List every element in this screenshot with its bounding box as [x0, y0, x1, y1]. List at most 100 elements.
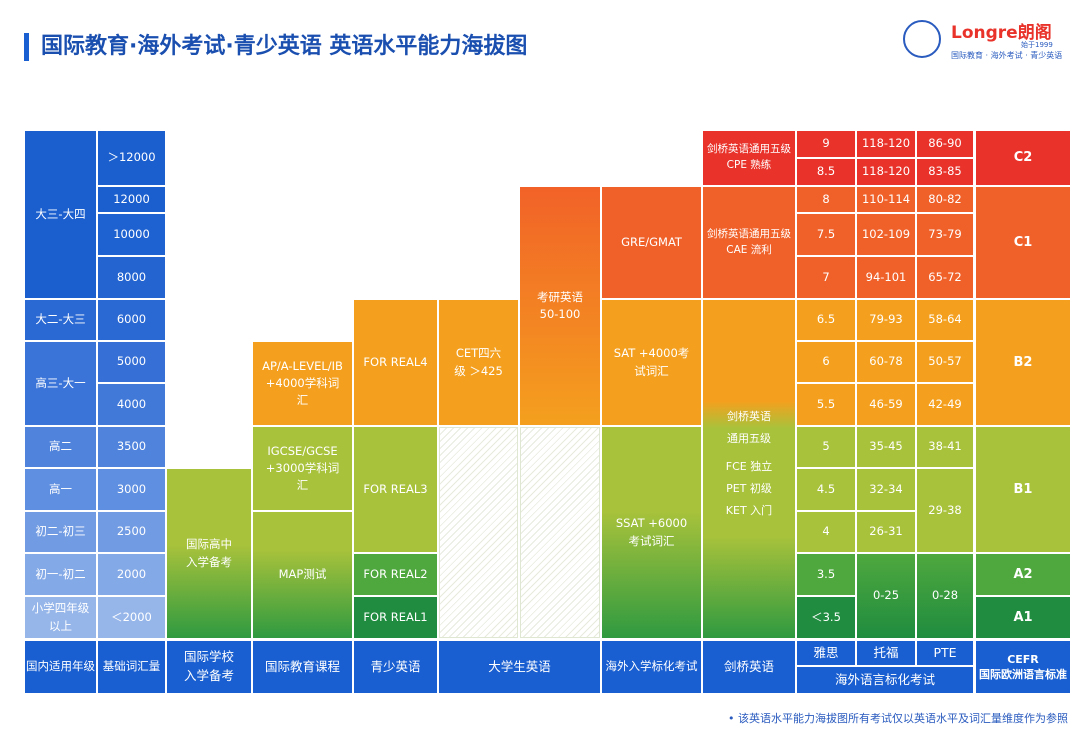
youth-cell: FOR REAL2 [354, 554, 437, 595]
vocab-cell: 6000 [98, 300, 165, 340]
kaoyan-cell: 考研英语 50-100 [520, 187, 600, 425]
ielts-cell: 3.5 [797, 554, 855, 595]
ielts-cell: 8 [797, 187, 855, 212]
toefl-cell: 110-114 [857, 187, 915, 212]
logo: Longre朗阁 始于1999 国际教育 · 海外考试 · 青少英语 [903, 18, 1073, 63]
footer-pte: PTE [917, 641, 973, 665]
cet-cell: CET四六级 ＞425 [439, 300, 518, 425]
footer-vocab: 基础词汇量 [98, 641, 165, 693]
grade-cell: 高一 [25, 469, 96, 510]
vocab-cell: ＞12000 [98, 131, 165, 185]
toefl-cell: 35-45 [857, 427, 915, 467]
pte-cell: 38-41 [917, 427, 973, 467]
ielts-cell: 6 [797, 342, 855, 382]
footer-overseas: 海外入学标化考试 [602, 641, 701, 693]
footer-lang-tests: 海外语言标化考试 [797, 667, 973, 693]
footer-ielts: 雅思 [797, 641, 855, 665]
vocab-cell: 5000 [98, 342, 165, 382]
hatched-area [439, 427, 518, 638]
pte-cell: 83-85 [917, 159, 973, 185]
vocab-cell: 2000 [98, 554, 165, 595]
overseas-cell: SAT +4000考试词汇 [602, 300, 701, 425]
footer-cefr-sub: 国际欧洲语言标准 [979, 668, 1067, 681]
vocab-cell: 12000 [98, 187, 165, 212]
intl-course-cell: AP/A-LEVEL/IB +4000学科词汇 [253, 342, 352, 425]
cefr-cell: B2 [976, 300, 1070, 425]
cae-cell: 剑桥英语通用五级 CAE 流利 [703, 187, 795, 298]
vocab-cell: ＜2000 [98, 597, 165, 638]
vocab-cell: 2500 [98, 512, 165, 552]
footer-youth: 青少英语 [354, 641, 437, 693]
pte-cell: 29-38 [917, 469, 973, 552]
cpe-cell: 剑桥英语通用五级 CPE 熟练 [703, 131, 795, 185]
footer-intl-school: 国际学校入学备考 [167, 641, 251, 693]
pte-cell: 42-49 [917, 384, 973, 425]
logo-since: 始于1999 [1021, 41, 1053, 49]
vocab-cell: 3000 [98, 469, 165, 510]
toefl-cell: 118-120 [857, 159, 915, 185]
toefl-cell: 26-31 [857, 512, 915, 552]
toefl-cell: 0-25 [857, 554, 915, 638]
intl-course-cell: IGCSE/GCSE +3000学科词汇 [253, 427, 352, 510]
ielts-cell: 9 [797, 131, 855, 157]
ielts-cell: 7.5 [797, 214, 855, 255]
cambridge-main-cell: 剑桥英语 通用五级 FCE 独立 PET 初级 KET 入门 [703, 300, 795, 638]
pte-cell: 86-90 [917, 131, 973, 157]
footer-intl-courses: 国际教育课程 [253, 641, 352, 693]
ielts-cell: 7 [797, 257, 855, 298]
toefl-cell: 102-109 [857, 214, 915, 255]
footer-cefr-label: CEFR [1007, 652, 1039, 666]
hatched-area [520, 427, 600, 638]
vocab-cell: 3500 [98, 427, 165, 467]
ielts-cell: 4 [797, 512, 855, 552]
vocab-cell: 4000 [98, 384, 165, 425]
page-title: 国际教育·海外考试·青少英语 英语水平能力海拔图 [24, 33, 527, 61]
toefl-cell: 94-101 [857, 257, 915, 298]
grade-cell: 初二-初三 [25, 512, 96, 552]
intl-course-cell: MAP测试 [253, 512, 352, 638]
grade-cell: 小学四年级以上 [25, 597, 96, 638]
grade-cell: 初一-初二 [25, 554, 96, 595]
footer-toefl: 托福 [857, 641, 915, 665]
toefl-cell: 46-59 [857, 384, 915, 425]
footer-cefr: CEFR 国际欧洲语言标准 [976, 641, 1070, 693]
pte-cell: 80-82 [917, 187, 973, 212]
seal-icon [903, 20, 941, 58]
cambridge-label: 通用五级 [727, 432, 771, 445]
footer-college: 大学生英语 [439, 641, 600, 693]
youth-cell: FOR REAL1 [354, 597, 437, 638]
youth-cell: FOR REAL4 [354, 300, 437, 425]
logo-brand: Longre朗阁 [951, 23, 1052, 43]
pte-cell: 73-79 [917, 214, 973, 255]
ielts-cell: ＜3.5 [797, 597, 855, 638]
ielts-cell: 8.5 [797, 159, 855, 185]
grade-cell: 大二-大三 [25, 300, 96, 340]
cambridge-label: 剑桥英语 [727, 410, 771, 423]
cefr-cell: B1 [976, 427, 1070, 552]
cefr-cell: C2 [976, 131, 1070, 185]
pte-cell: 50-57 [917, 342, 973, 382]
youth-cell: FOR REAL3 [354, 427, 437, 552]
grade-cell: 大三-大四 [25, 131, 96, 298]
ket-label: KET 入门 [725, 504, 773, 517]
cefr-cell: A1 [976, 597, 1070, 638]
grade-cell: 高二 [25, 427, 96, 467]
footer-grade: 国内适用年级 [25, 641, 96, 693]
footer-cambridge: 剑桥英语 [703, 641, 795, 693]
intl-school-cell: 国际高中入学备考 [167, 469, 251, 638]
pte-cell: 0-28 [917, 554, 973, 638]
grade-cell: 高三-大一 [25, 342, 96, 425]
logo-tagline: 国际教育 · 海外考试 · 青少英语 [951, 51, 1063, 60]
cefr-cell: C1 [976, 187, 1070, 298]
toefl-cell: 32-34 [857, 469, 915, 510]
fce-label: FCE 独立 [725, 460, 773, 473]
pte-cell: 65-72 [917, 257, 973, 298]
ielts-cell: 5 [797, 427, 855, 467]
cefr-cell: A2 [976, 554, 1070, 595]
pte-cell: 58-64 [917, 300, 973, 340]
toefl-cell: 79-93 [857, 300, 915, 340]
ielts-cell: 6.5 [797, 300, 855, 340]
vocab-cell: 8000 [98, 257, 165, 298]
overseas-cell: GRE/GMAT [602, 187, 701, 298]
ielts-cell: 5.5 [797, 384, 855, 425]
